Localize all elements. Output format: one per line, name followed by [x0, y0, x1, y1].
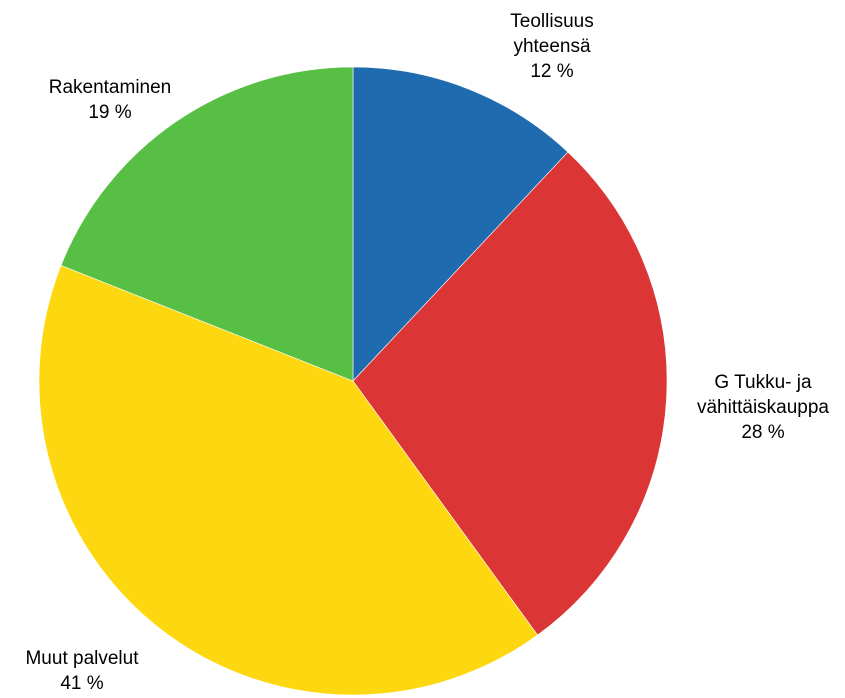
pie-slice-value-label: 41 % — [60, 673, 103, 694]
pie-slice-name-label: G Tukku- ja — [714, 372, 812, 393]
pie-slice-0 — [352, 66, 569, 382]
pie-slice-label-1: G Tukku- ja vähittäiskauppa 28 % — [697, 372, 829, 443]
pie-slice-name-label: yhteensä — [513, 36, 591, 57]
pie-slice-value-label: 19 % — [88, 102, 131, 123]
pie-slice-1 — [352, 151, 668, 636]
pie-slice-name-label: Rakentaminen — [49, 77, 172, 98]
pie-slice-name-label: Teollisuus — [510, 11, 593, 32]
pie-slice-label-3: Rakentaminen 19 % — [49, 77, 172, 123]
pie-slice-2 — [38, 265, 538, 696]
pie-slice-name-label: Muut palvelut — [25, 648, 139, 669]
pie-slice-label-2: Muut palvelut 41 % — [25, 648, 139, 694]
pie-slice-3 — [60, 66, 354, 382]
pie-slice-value-label: 12 % — [530, 61, 573, 82]
pie-slices — [38, 66, 668, 696]
pie-slice-name-label: vähittäiskauppa — [697, 397, 829, 418]
pie-slice-label-0: Teollisuus yhteensä 12 % — [510, 11, 593, 82]
pie-slice-value-label: 28 % — [741, 422, 784, 443]
pie-labels: Teollisuus yhteensä 12 % G Tukku- ja vähittä… — [25, 11, 829, 694]
